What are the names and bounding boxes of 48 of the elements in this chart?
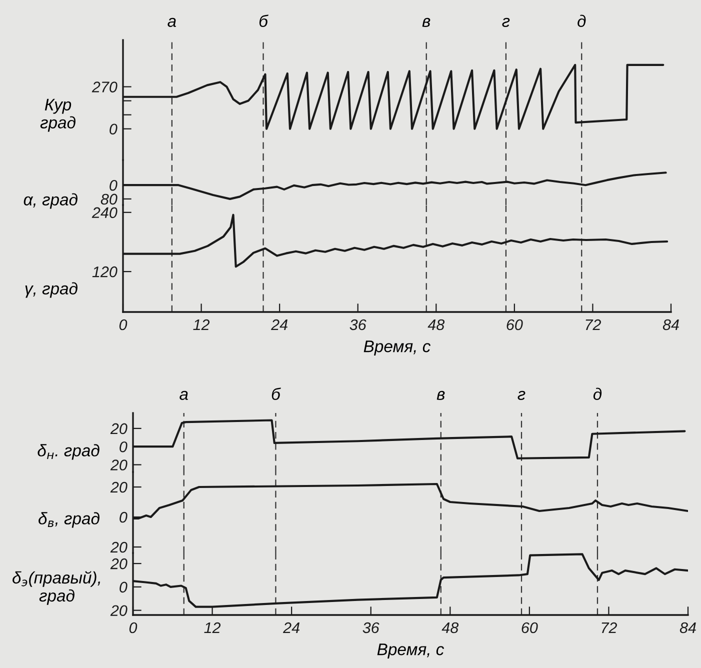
x-tick-label: 60 — [506, 319, 523, 330]
y-tick-label: 0 — [110, 124, 118, 135]
ref-line-label: г — [502, 18, 510, 27]
x-tick-label: 36 — [350, 319, 366, 330]
y-tick-label: 20 — [110, 482, 128, 493]
x-tick-label: 24 — [282, 622, 300, 634]
ref-line-label: г — [518, 390, 526, 400]
y-tick-label: 0 — [120, 582, 128, 593]
ref-line-label: д — [578, 14, 586, 27]
y-tick-label: 240 — [92, 207, 118, 218]
y-tick-label: 20 — [110, 542, 128, 553]
y-tick-label: 20 — [110, 558, 128, 570]
ref-line-label: б — [259, 14, 268, 27]
y-tick-label: 20 — [110, 423, 128, 434]
x-axis-title: Время, с — [364, 340, 431, 356]
x-tick-label: 84 — [680, 622, 696, 634]
y-axis-title: γ, град — [25, 282, 78, 298]
ref-line-label: а — [180, 390, 188, 400]
x-tick-label: 72 — [586, 319, 601, 330]
y-axis-title: δ$_{в}$, град — [38, 512, 100, 528]
x-axis-title: Время, с — [377, 644, 444, 659]
y-axis-title: Кур град — [40, 98, 76, 132]
y-tick-label: 120 — [92, 266, 118, 278]
ref-line-label: д — [593, 388, 602, 400]
x-tick-label: 12 — [204, 622, 221, 634]
x-tick-label: 84 — [662, 319, 679, 330]
x-tick-label: 36 — [362, 622, 380, 634]
x-tick-label: 60 — [522, 622, 538, 634]
x-tick-label: 48 — [442, 622, 459, 634]
y-tick-label: 0 — [120, 441, 128, 452]
x-tick-label: 12 — [193, 319, 210, 330]
x-tick-label: 0 — [129, 622, 138, 634]
y-tick-label: 0 — [120, 512, 128, 523]
y-tick-label: 0 — [110, 180, 118, 191]
y-axis-title: δ$_{н}$. град — [38, 444, 100, 460]
ref-line-label: а — [168, 18, 176, 27]
y-tick-label: 270 — [92, 82, 118, 92]
x-tick-label: 48 — [428, 319, 445, 330]
ref-line-label: в — [422, 18, 430, 27]
y-tick-label: 20 — [110, 460, 128, 470]
y-axis-title: α, град — [24, 193, 78, 209]
y-tick-label: 20 — [110, 605, 128, 616]
x-tick-label: 24 — [270, 319, 288, 330]
y-tick-label: 80 — [100, 194, 118, 205]
x-tick-label: 72 — [602, 622, 617, 634]
y-axis-title: δ$_{э}$(правый), град — [12, 571, 100, 605]
ref-line-label: б — [272, 388, 281, 400]
ref-line-label: в — [436, 390, 445, 400]
